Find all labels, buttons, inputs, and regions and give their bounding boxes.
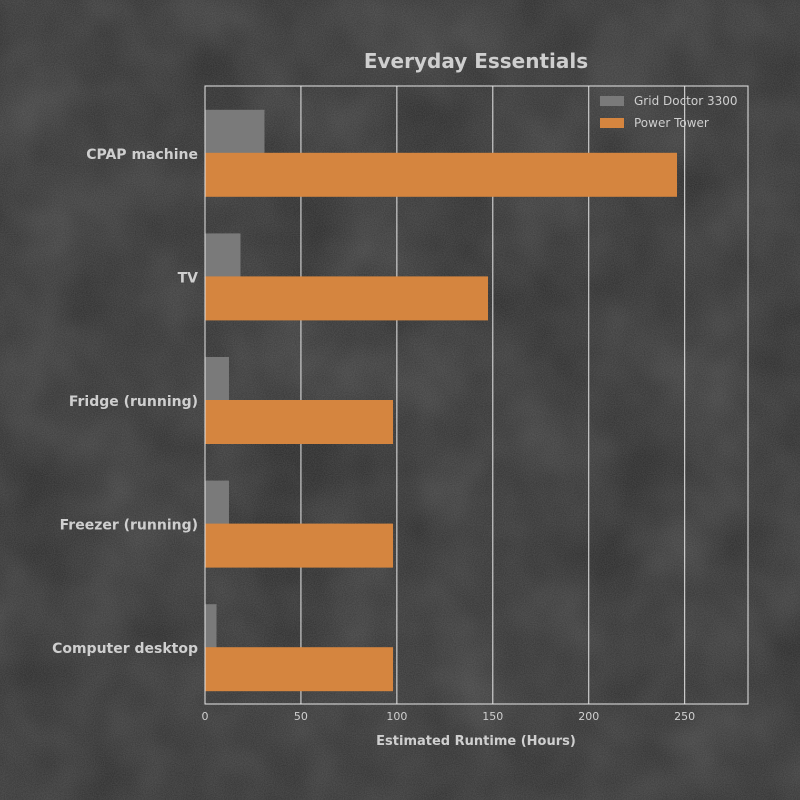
x-tick-label: 100 [386,710,407,723]
bar-power-tower [205,152,678,197]
x-tick-label: 0 [202,710,209,723]
bar-power-tower [205,647,394,692]
category-label: Freezer (running) [60,518,198,534]
bars [205,109,678,692]
category-label: Computer desktop [52,641,198,657]
legend-label: Grid Doctor 3300 [634,94,738,108]
chart-title: Everyday Essentials [364,49,588,73]
x-tick-labels: 0 50 100 150 200 250 [202,710,696,723]
bar-power-tower [205,523,394,568]
x-tick-label: 200 [578,710,599,723]
plot-frame [204,85,749,705]
category-labels: CPAP machine TV Fridge (running) Freezer (r… [52,147,198,657]
x-axis-label: Estimated Runtime (Hours) [376,734,576,749]
x-tick-label: 50 [294,710,308,723]
x-tick-label: 250 [674,710,695,723]
legend-swatch [600,118,624,128]
category-label: Fridge (running) [69,394,198,410]
bar-grid-doctor [205,109,265,154]
bar-grid-doctor [205,233,241,278]
x-tick-label: 150 [482,710,503,723]
legend-swatch [600,96,624,106]
bar-grid-doctor [205,357,229,401]
category-label: CPAP machine [86,147,198,163]
category-label: TV [178,270,199,286]
legend: Grid Doctor 3300 Power Tower [600,94,738,130]
bar-grid-doctor [205,604,217,649]
bar-power-tower [205,276,489,321]
bar-power-tower [205,400,394,444]
legend-label: Power Tower [634,116,709,130]
bar-grid-doctor [205,480,229,525]
